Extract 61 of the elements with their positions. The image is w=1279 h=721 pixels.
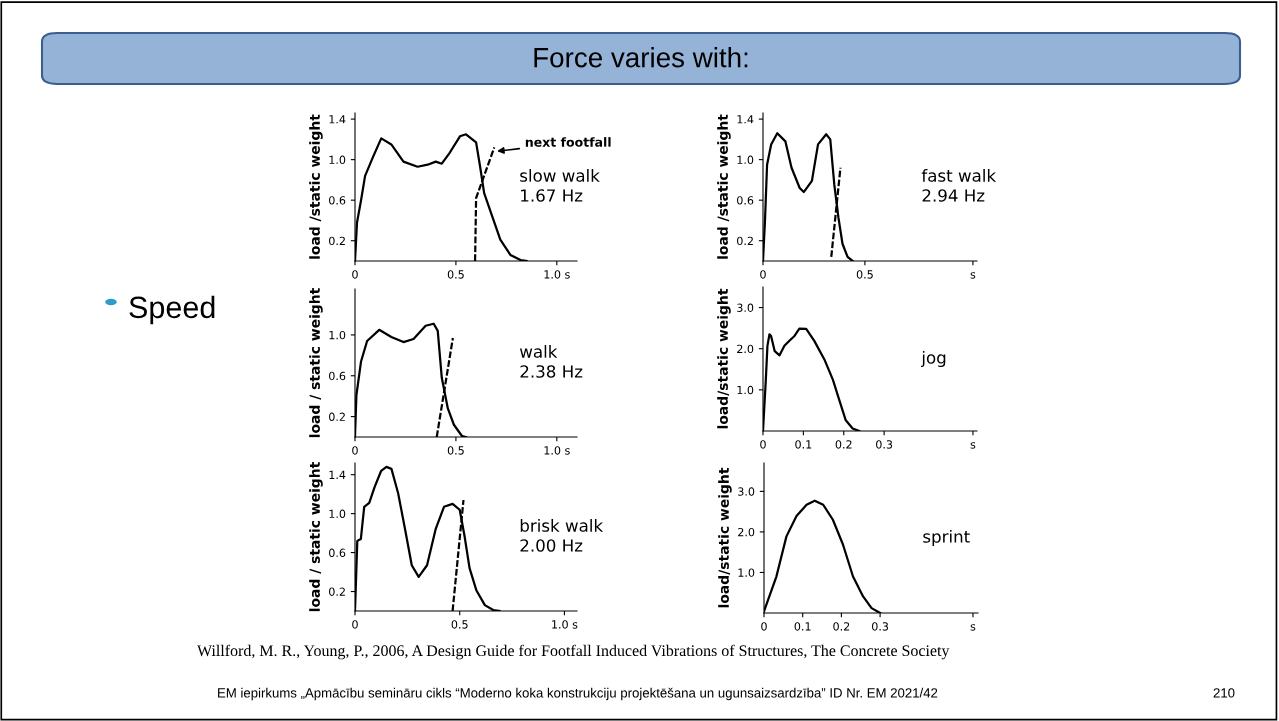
text: Speed <box>129 295 215 325</box>
x-tick-label: 0 <box>352 270 358 279</box>
y-axis-title: load /static weight <box>717 114 731 259</box>
x-tick-label: 0.3 <box>876 440 893 449</box>
y-tick-label: 1.0 <box>737 155 754 165</box>
x-tick-label: 0.5 <box>447 270 464 279</box>
y-tick-label: 0.2 <box>329 412 345 421</box>
y-axis-title: load/static weight <box>718 467 732 608</box>
annotation: next footfall <box>525 137 611 147</box>
x-tick-label: 1.0 s <box>544 446 570 455</box>
x-tick-label: 0.5 <box>856 270 873 279</box>
y-tick-label: 2.0 <box>737 344 754 354</box>
y-tick-label: 1.4 <box>737 115 754 124</box>
y-tick-label: 0.6 <box>329 196 346 205</box>
x-tick-label: 1.0 s <box>544 270 570 279</box>
x-tick-label: 0 <box>352 620 358 629</box>
x-tick-label: s <box>970 272 976 279</box>
y-axis-title: load /static weight <box>309 114 323 259</box>
x-tick-label: 0 <box>352 446 358 455</box>
text: Force varies with: <box>534 47 748 68</box>
y-tick-label: 2.0 <box>738 527 755 537</box>
y-tick-label: 1.0 <box>329 330 346 340</box>
annotation: walk 2.38 Hz <box>519 344 583 378</box>
y-tick-label: 1.0 <box>738 568 755 577</box>
y-tick-label: 1.4 <box>329 470 346 479</box>
y-tick-label: 3.0 <box>738 487 755 496</box>
x-tick-label: 0.5 <box>451 620 468 629</box>
x-tick-label: 0 <box>760 440 766 449</box>
x-tick-label: 0.2 <box>833 622 850 631</box>
x-tick-label: 0.2 <box>835 440 852 449</box>
text: EM iepirkums „Apmācību semināru cikls “Moderno koka konstrukciju projektēšana un ugunsaizsardzība” ID Nr. EM 2021/42 <box>218 687 938 701</box>
text: 210 <box>1213 688 1235 698</box>
y-axis-title: load / static weight <box>309 462 323 612</box>
x-tick-label: 0 <box>760 270 766 279</box>
y-axis-title: load/static weight <box>717 288 731 429</box>
y-axis-title: load / static weight <box>309 288 323 438</box>
x-tick-label: 1.0 s <box>552 620 578 629</box>
y-tick-label: 3.0 <box>737 303 754 312</box>
x-tick-label: 0.1 <box>794 622 811 631</box>
annotation: brisk walk 2.00 Hz <box>520 518 604 552</box>
x-tick-label: 0.3 <box>871 622 889 631</box>
annotation: jog <box>921 350 946 368</box>
y-tick-label: 1.4 <box>329 115 346 124</box>
annotation: slow walk 1.67 Hz <box>520 168 600 202</box>
y-tick-label: 0.2 <box>329 587 345 596</box>
x-tick-label: s <box>970 442 976 449</box>
y-tick-label: 1.0 <box>737 385 754 395</box>
y-tick-label: 0.6 <box>737 196 754 205</box>
y-tick-label: 1.0 <box>329 509 346 519</box>
annotation: fast walk 2.94 Hz <box>921 168 997 202</box>
y-tick-label: 0.2 <box>737 236 753 246</box>
text: Willford, M. R., Young, P., 2006, A Design Guide for Footfall Induced Vibrations of Structures, The Concrete Society <box>197 644 950 660</box>
y-tick-label: 1.0 <box>329 155 346 165</box>
x-tick-label: 0.5 <box>447 446 464 455</box>
y-tick-label: 0.2 <box>329 236 345 246</box>
x-tick-label: 0 <box>761 622 767 631</box>
annotation: sprint <box>923 529 970 547</box>
y-tick-label: 0.6 <box>329 548 346 557</box>
x-tick-label: 0.1 <box>795 440 812 449</box>
x-tick-label: s <box>970 624 976 631</box>
y-tick-label: 0.6 <box>329 371 346 381</box>
